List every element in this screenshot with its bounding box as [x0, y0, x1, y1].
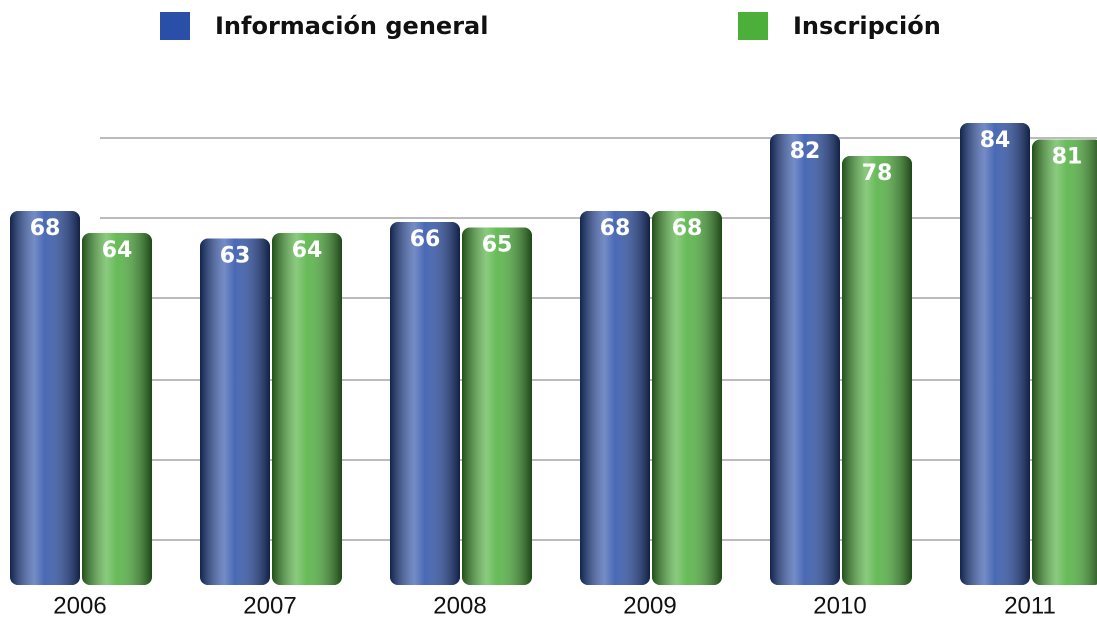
x-tick-label: 2011 — [1004, 592, 1056, 619]
value-label: 84 — [980, 128, 1011, 153]
x-tick-label: 2006 — [53, 592, 106, 619]
value-label: 65 — [482, 233, 513, 258]
legend-swatch — [738, 12, 768, 40]
bar-shade — [1032, 139, 1097, 585]
bar-shade — [462, 227, 532, 585]
x-tick-label: 2008 — [433, 592, 486, 619]
bar-shade — [842, 156, 912, 585]
legend-label: Inscripción — [793, 12, 941, 40]
value-label: 64 — [102, 238, 133, 263]
bar-shade — [272, 233, 342, 585]
bar-shade — [82, 233, 152, 585]
value-label: 68 — [600, 216, 631, 241]
value-label: 78 — [862, 161, 893, 186]
value-label: 81 — [1052, 145, 1083, 170]
bar-shade — [200, 238, 270, 585]
value-label: 66 — [410, 227, 441, 252]
value-label: 68 — [30, 216, 61, 241]
x-tick-label: 2009 — [623, 592, 676, 619]
legend-swatch — [160, 12, 190, 40]
value-label: 68 — [672, 216, 703, 241]
bar-shade — [960, 123, 1030, 585]
value-label: 63 — [220, 244, 251, 269]
value-label: 64 — [292, 238, 323, 263]
x-tick-label: 2010 — [813, 592, 866, 619]
bar-shade — [770, 134, 840, 585]
bar-shade — [390, 222, 460, 585]
x-tick-label: 2007 — [243, 592, 296, 619]
bar-shade — [10, 211, 80, 585]
value-label: 82 — [790, 139, 821, 164]
bar-shade — [652, 211, 722, 585]
legend-label: Información general — [215, 12, 488, 40]
bar-shade — [580, 211, 650, 585]
